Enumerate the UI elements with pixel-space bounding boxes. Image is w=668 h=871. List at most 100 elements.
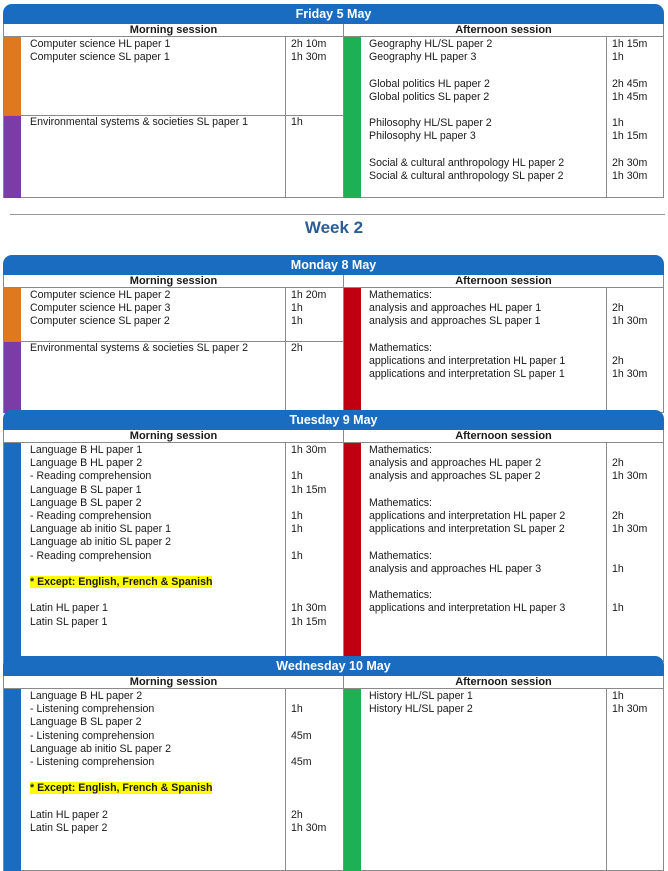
duration-column-line [285,443,286,662]
day-header: Wednesday 10 May [3,656,664,676]
exam-name-text: Language B HL paper 1 [30,444,143,456]
exam-name: Social & cultural anthropology SL paper … [369,170,564,183]
exam-name-text: analysis and approaches SL paper 2 [369,470,541,483]
morning-session-heading: Morning session [4,275,344,288]
exam-name-text: applications and interpretation HL paper… [369,355,566,367]
morning-session-heading: Morning session [4,430,344,443]
exam-duration: 1h 20m [291,289,327,301]
exam-name: Computer science SL paper 2 [30,315,170,328]
exam-name: - Reading comprehension [30,470,151,483]
exam-name-text: applications and interpretation HL paper… [369,602,566,615]
day-header: Monday 8 May [3,255,664,275]
exam-name-text: Computer science HL paper 2 [30,289,171,301]
afternoon-session-heading: Afternoon session [344,676,663,689]
exam-name-text: Language B HL paper 2 [30,457,143,470]
exam-name-text: - Listening comprehension [30,756,155,768]
exam-name-text: analysis and approaches HL paper 2 [369,457,542,470]
exam-name-text: Global politics HL paper 2 [369,77,490,90]
exam-name: Language B SL paper 1 [30,484,142,497]
exam-name-text: analysis and approaches SL paper 1 [369,315,541,328]
exam-name-text: Language ab initio SL paper 1 [30,523,171,536]
exam-duration: 1h [291,315,303,328]
exam-name: applications and interpretation HL paper… [369,602,565,615]
session-divider [343,443,344,662]
exam-duration: 2h [612,510,624,522]
exam-duration: 2h [291,808,303,821]
exam-name-text: Computer science HL paper 3 [30,302,171,315]
exam-name-text: - Reading comprehension [30,510,152,522]
exam-duration: 1h 30m [291,51,327,64]
exam-name-text: Language ab initio SL paper 2 [30,742,171,755]
exam-name: - Reading comprehension [30,510,151,523]
exam-name: analysis and approaches HL paper 2 [369,457,541,470]
exam-name-text: Geography HL paper 3 [369,51,477,64]
exam-name: applications and interpretation HL paper… [369,355,565,368]
exam-name: Language B HL paper 1 [30,444,142,457]
subject-color-bar [4,115,21,198]
exam-name: Language B SL paper 2 [30,497,142,510]
exam-name-text: Mathematics: [369,589,432,602]
exam-name: applications and interpretation SL paper… [369,523,565,536]
exam-name-text: applications and interpretation SL paper… [369,368,565,381]
day-header: Tuesday 9 May [3,410,664,430]
session-grid: Morning session Afternoon session Computer… [3,275,664,413]
exam-duration: 2h [291,342,303,354]
subject-color-bar [344,689,361,871]
exam-name: Latin SL paper 2 [30,822,107,835]
exam-name: analysis and approaches SL paper 2 [369,470,541,483]
exam-name: Computer science HL paper 2 [30,289,170,302]
exam-duration: 1h 30m [612,315,648,328]
day-block: Monday 8 May Morning session Afternoon ses… [3,255,664,413]
exam-duration: 2h 45m [612,77,648,90]
exam-duration: 1h 30m [612,368,648,381]
subject-color-bar [344,443,361,662]
exam-duration: 2h [612,457,624,470]
duration-column-line [285,37,286,198]
exam-name: Computer science HL paper 3 [30,302,170,315]
exam-name: Global politics HL paper 2 [369,78,490,91]
exam-duration: 1h 15m [612,38,648,50]
subject-color-bar [344,37,361,198]
session-grid: Morning session Afternoon session Computer… [3,24,664,198]
exam-duration: 1h 15m [612,130,648,143]
day-header: Friday 5 May [3,4,664,24]
exam-name: Social & cultural anthropology HL paper … [369,157,564,170]
exam-name-text: Mathematics: [369,341,432,354]
exam-duration: 1h [612,51,624,64]
day-block: Friday 5 May Morning session Afternoon ses… [3,4,664,198]
exam-name-text: analysis and approaches HL paper 1 [369,302,542,315]
exam-name: Language B SL paper 2 [30,716,142,729]
exam-duration: 1h 30m [291,602,327,615]
exam-name: analysis and approaches HL paper 1 [369,302,541,315]
duration-column-line [606,288,607,413]
morning-session-heading: Morning session [4,24,344,37]
exam-duration: 1h [291,116,303,128]
exam-name: - Listening comprehension [30,703,154,716]
week-divider [10,214,665,215]
exception-note: * Except: English, French & Spanish [30,782,213,795]
exam-name-text: Computer science SL paper 1 [30,51,170,64]
exam-name-text: Latin SL paper 1 [30,615,108,628]
exam-name-text: - Listening comprehension [30,729,155,742]
exam-duration: 1h 30m [612,523,648,536]
exam-name-text: applications and interpretation HL paper… [369,510,566,522]
subject-color-bar [344,288,361,413]
exam-name: Environmental systems & societies SL pap… [30,116,248,129]
exam-name: Environmental systems & societies SL pap… [30,342,248,355]
exam-duration: 45m [291,729,312,742]
exam-duration: 1h [612,602,624,615]
session-divider [343,689,344,871]
session-grid: Morning session Afternoon session Language… [3,676,664,871]
exam-name-text: Global politics SL paper 2 [369,90,490,103]
exam-name-text: Language B SL paper 2 [30,716,142,729]
session-grid: Morning session Afternoon session Language… [3,430,664,662]
exam-name-text: Language B SL paper 1 [30,483,142,496]
exam-name-text: History HL/SL paper 2 [369,703,473,716]
subject-color-bar [4,288,21,341]
exam-name: History HL/SL paper 2 [369,703,473,716]
exam-name: Mathematics: [369,497,432,510]
exam-name: - Listening comprehension [30,756,154,769]
day-block: Wednesday 10 May Morning session Afternoon… [3,656,664,871]
group-divider [4,341,344,342]
exam-name-text: analysis and approaches HL paper 3 [369,562,542,575]
